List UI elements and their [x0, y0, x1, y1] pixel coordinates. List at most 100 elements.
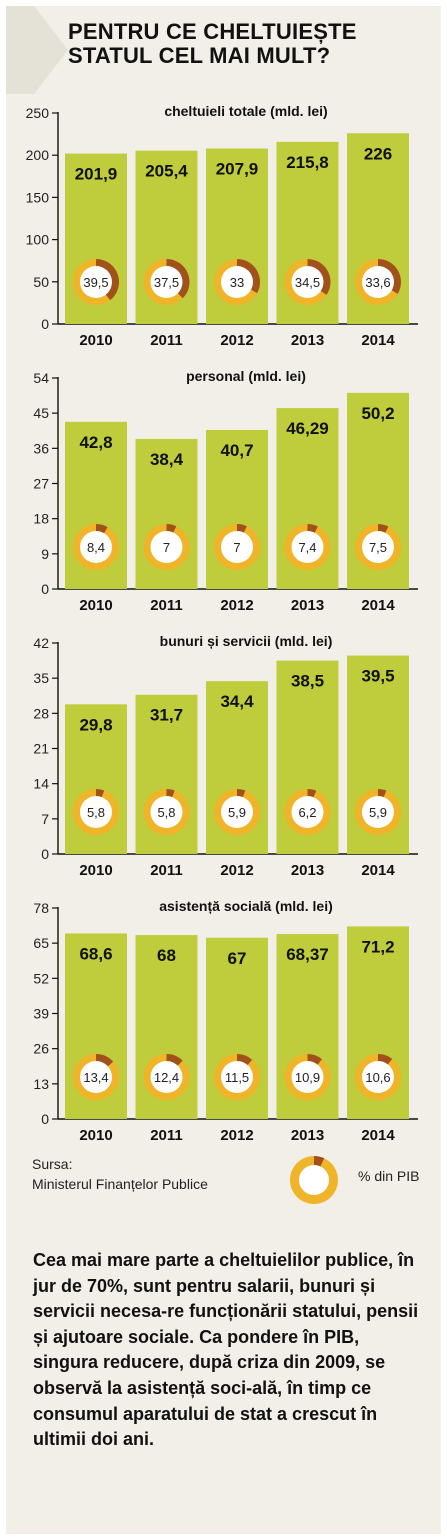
- gdp-share-label: 11,5: [225, 1070, 249, 1085]
- y-tick-label: 54: [33, 370, 49, 386]
- chart-title: cheltuieli totale (mld. lei): [164, 103, 327, 119]
- gdp-share-label: 12,4: [154, 1070, 179, 1085]
- ring-hole: [291, 266, 324, 298]
- bar-value-label: 40,7: [220, 441, 253, 460]
- ring-hole: [150, 1061, 183, 1093]
- gdp-share-ring: [73, 524, 119, 570]
- y-tick-label: 13: [33, 1076, 49, 1092]
- gdp-share-label: 33: [230, 275, 244, 290]
- y-tick-label: 9: [41, 546, 49, 562]
- gdp-share-ring: [355, 524, 401, 570]
- x-tick-label: 2014: [361, 1127, 395, 1144]
- y-tick-label: 50: [33, 274, 49, 290]
- chart-title: personal (mld. lei): [186, 368, 306, 384]
- x-tick-label: 2013: [291, 1127, 324, 1144]
- bar-value-label: 38,4: [150, 450, 184, 469]
- gdp-share-label: 7,5: [369, 540, 387, 555]
- page-title: PENTRU CE CHELTUIEȘTE STATUL CEL MAI MUL…: [68, 19, 357, 68]
- gdp-share-ring: [284, 259, 331, 305]
- x-tick-label: 2013: [291, 862, 324, 879]
- ring-hole: [221, 796, 253, 828]
- gdp-share-label: 10,6: [365, 1070, 390, 1085]
- ring-hole: [150, 796, 183, 828]
- gdp-share-label: 7,4: [298, 540, 316, 555]
- ring-hole: [299, 1165, 329, 1195]
- x-tick-label: 2013: [291, 332, 324, 349]
- bar-value-label: 68,37: [286, 945, 329, 964]
- gdp-share-ring: [73, 1054, 119, 1100]
- ring-hole: [221, 266, 253, 298]
- x-tick-label: 2014: [361, 332, 395, 349]
- gdp-ring-legend-icon: [290, 1156, 338, 1204]
- gdp-share-ring: [143, 789, 190, 835]
- ring-hole: [291, 531, 324, 563]
- legend-ring: [290, 1156, 338, 1204]
- gdp-share-ring: [284, 524, 331, 570]
- chart-title: bunuri și servicii (mld. lei): [160, 633, 333, 649]
- gdp-share-ring: [143, 1054, 190, 1100]
- gdp-share-ring: [355, 789, 401, 835]
- ring-hole: [362, 531, 394, 563]
- x-tick-label: 2011: [150, 862, 183, 879]
- summary-note: Cea mai mare parte a cheltuielilor publi…: [33, 1250, 419, 1450]
- bar-value-label: 205,4: [145, 162, 188, 181]
- gdp-share-label: 7: [163, 540, 170, 555]
- x-tick-label: 2012: [220, 332, 253, 349]
- y-tick-label: 0: [41, 846, 49, 862]
- y-tick-label: 52: [33, 970, 49, 986]
- x-tick-label: 2012: [220, 862, 253, 879]
- y-tick-label: 0: [41, 1111, 49, 1127]
- chart-2: 0 9 18 27 36 45 54 personal (mld. lei) 42,8 8,4 20…: [33, 368, 418, 614]
- gdp-share-ring: [214, 1054, 260, 1100]
- ring-hole: [362, 266, 394, 298]
- header-arrow-icon: [6, 6, 68, 94]
- ring-hole: [291, 1061, 324, 1093]
- y-tick-label: 200: [26, 147, 50, 163]
- x-tick-label: 2010: [79, 597, 112, 614]
- ring-hole: [221, 531, 253, 563]
- gdp-share-label: 39,5: [83, 275, 108, 290]
- x-tick-label: 2014: [361, 597, 395, 614]
- y-tick-label: 18: [33, 511, 49, 527]
- gdp-share-label: 10,9: [295, 1070, 320, 1085]
- x-tick-label: 2013: [291, 597, 324, 614]
- gdp-share-ring: [73, 259, 119, 305]
- gdp-share-label: 37,5: [154, 275, 179, 290]
- y-tick-label: 100: [26, 232, 50, 248]
- gdp-share-ring: [143, 524, 190, 570]
- y-tick-label: 35: [33, 670, 49, 686]
- gdp-share-ring: [214, 789, 260, 835]
- y-tick-label: 45: [33, 405, 49, 421]
- gdp-share-label: 7: [233, 540, 240, 555]
- y-tick-label: 36: [33, 440, 49, 456]
- ring-hole: [362, 796, 394, 828]
- y-tick-label: 21: [33, 741, 49, 757]
- bar-value-label: 68: [157, 946, 176, 965]
- x-tick-label: 2014: [361, 862, 395, 879]
- bar-value-label: 67: [228, 949, 247, 968]
- x-tick-label: 2010: [79, 1127, 112, 1144]
- bar-value-label: 215,8: [286, 153, 329, 172]
- y-tick-label: 26: [33, 1041, 49, 1057]
- y-tick-label: 27: [33, 476, 49, 492]
- gdp-share-label: 13,4: [83, 1070, 108, 1085]
- ring-hole: [80, 266, 112, 298]
- bar-value-label: 31,7: [150, 706, 183, 725]
- ring-hole: [221, 1061, 253, 1093]
- gdp-share-ring: [143, 259, 190, 305]
- ring-hole: [80, 796, 112, 828]
- bar-charts: 0 50 100 150 200 250 cheltuieli totale (mld. l…: [26, 103, 418, 1144]
- bar-value-label: 207,9: [216, 160, 259, 179]
- x-tick-label: 2010: [79, 862, 112, 879]
- x-tick-label: 2012: [220, 597, 253, 614]
- ring-hole: [80, 1061, 112, 1093]
- x-tick-label: 2011: [150, 1127, 183, 1144]
- ring-hole: [80, 531, 112, 563]
- gdp-share-ring: [214, 259, 261, 305]
- gdp-share-label: 6,2: [298, 805, 316, 820]
- bar-value-label: 201,9: [75, 165, 118, 184]
- gdp-share-label: 33,6: [365, 275, 390, 290]
- y-tick-label: 150: [26, 189, 50, 205]
- chart-1: 0 50 100 150 200 250 cheltuieli totale (mld. l…: [26, 103, 418, 349]
- gdp-share-ring: [284, 1054, 331, 1100]
